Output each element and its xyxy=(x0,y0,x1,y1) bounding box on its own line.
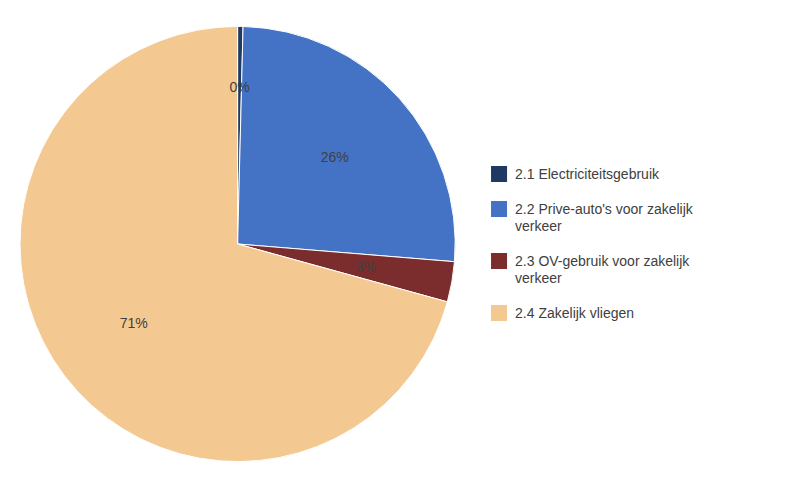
legend-label: 2.2 Prive-auto's voor zakelijkverkeer xyxy=(515,201,694,234)
legend-item: 2.3 OV-gebruik voor zakelijkverkeer xyxy=(491,253,690,286)
legend-label-line: verkeer xyxy=(515,218,562,234)
legend-label-line: 2.2 Prive-auto's voor zakelijk xyxy=(515,201,694,217)
legend-label: 2.4 Zakelijk vliegen xyxy=(515,305,634,321)
pie-slice xyxy=(238,26,456,261)
chart: 0% 26% 3% 71% 2.1 Electriciteitsgebruik 2.2 P… xyxy=(0,0,792,488)
legend-item: 2.1 Electriciteitsgebruik xyxy=(491,166,660,182)
data-label: 26% xyxy=(321,149,349,165)
legend-swatch xyxy=(491,253,507,269)
legend-label: 2.3 OV-gebruik voor zakelijkverkeer xyxy=(515,253,690,286)
legend-label-line: 2.4 Zakelijk vliegen xyxy=(515,305,634,321)
legend-swatch xyxy=(491,201,507,217)
data-label: 0% xyxy=(229,79,249,95)
legend-item: 2.4 Zakelijk vliegen xyxy=(491,305,634,321)
legend-swatch xyxy=(491,305,507,321)
data-label: 71% xyxy=(120,315,148,331)
pie: 0% 26% 3% 71% xyxy=(20,26,455,461)
data-label: 3% xyxy=(356,259,376,275)
legend-label-line: 2.3 OV-gebruik voor zakelijk xyxy=(515,253,690,269)
legend-item: 2.2 Prive-auto's voor zakelijkverkeer xyxy=(491,201,694,234)
pie-slice xyxy=(20,26,447,461)
legend-label-line: 2.1 Electriciteitsgebruik xyxy=(515,166,660,182)
legend-label: 2.1 Electriciteitsgebruik xyxy=(515,166,660,182)
legend: 2.1 Electriciteitsgebruik 2.2 Prive-auto'… xyxy=(491,166,694,321)
legend-swatch xyxy=(491,166,507,182)
legend-label-line: verkeer xyxy=(515,270,562,286)
